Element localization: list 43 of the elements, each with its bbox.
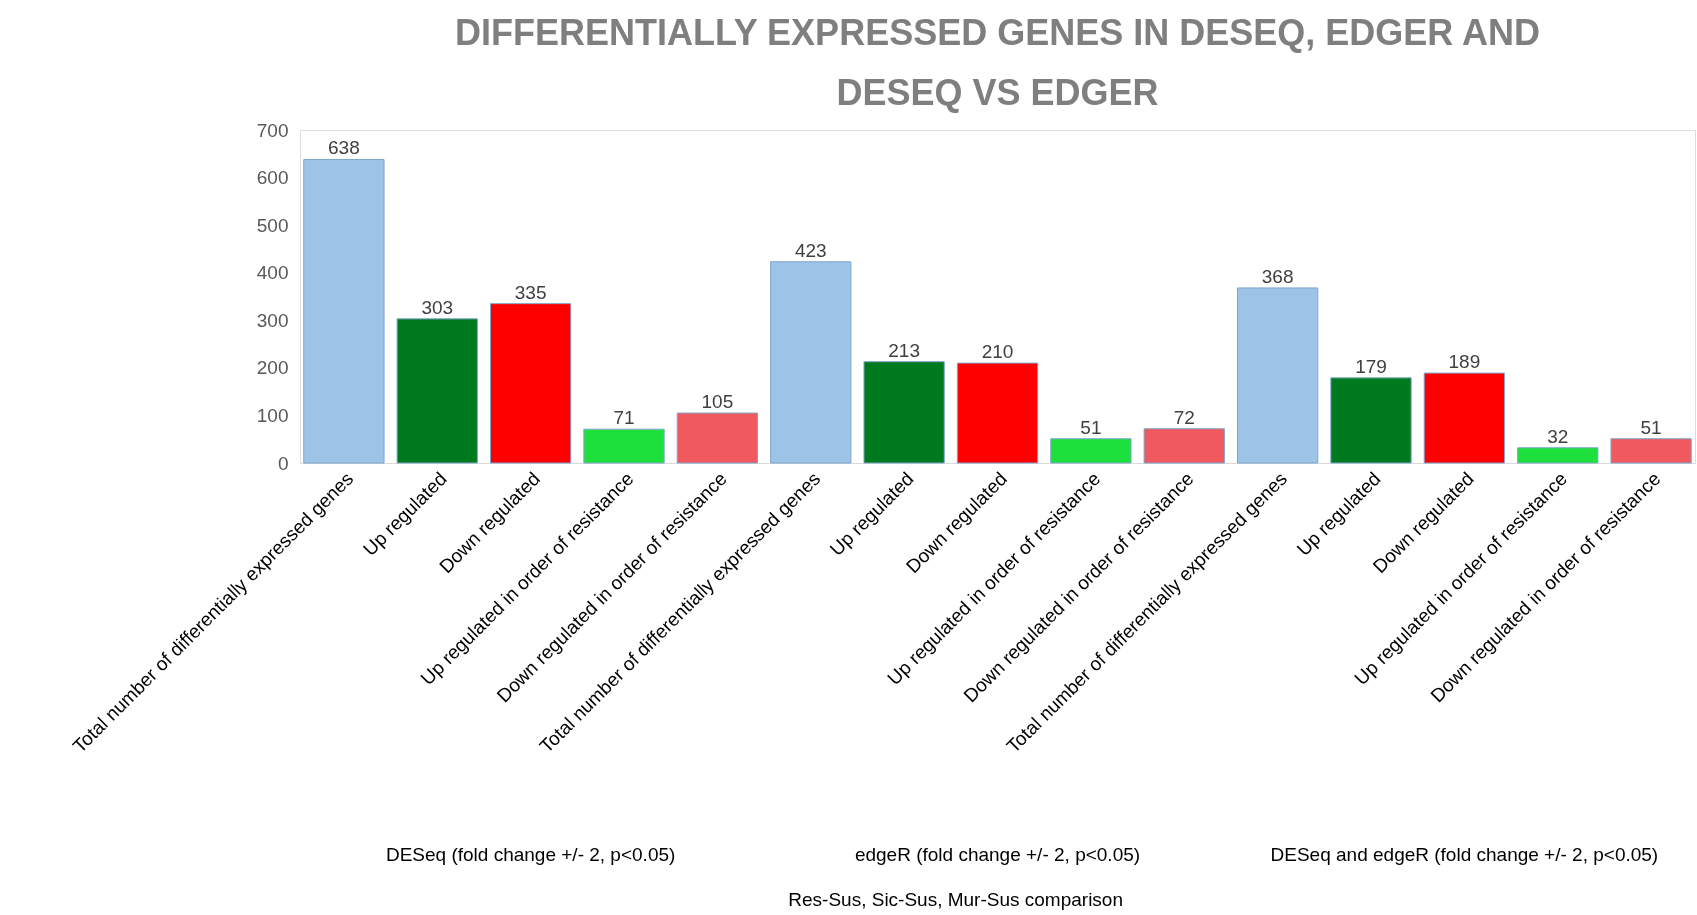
y-tick-label: 200 (256, 357, 289, 379)
bar (1050, 438, 1132, 464)
bar (956, 362, 1039, 464)
y-tick-label: 700 (256, 119, 289, 141)
data-label: 189 (1448, 351, 1481, 373)
text: DESeq and edgeR (fold change +/- 2, p<0.05) (1270, 844, 1659, 865)
bar (770, 261, 852, 464)
y-tick-label: 400 (256, 262, 289, 284)
data-label: 179 (1355, 355, 1387, 377)
bar (863, 361, 945, 464)
data-label: 71 (613, 407, 635, 429)
data-label: 210 (981, 341, 1014, 363)
data-label: 335 (514, 281, 547, 303)
y-tick-label: 100 (256, 404, 289, 426)
data-label: 423 (794, 239, 827, 261)
bar (489, 303, 572, 464)
bar (676, 412, 759, 464)
bar (583, 428, 665, 464)
data-label: 72 (1173, 406, 1195, 428)
y-tick-label: 600 (256, 167, 289, 189)
y-tick-label: 300 (256, 309, 289, 331)
data-label: 32 (1547, 425, 1569, 447)
data-label: 51 (1640, 416, 1662, 438)
bar (1423, 372, 1506, 464)
data-label: 51 (1080, 416, 1102, 438)
text: Res-Sus, Sic-Sus, Mur-Sus comparison (788, 889, 1124, 910)
bar (1610, 438, 1692, 464)
y-tick-label: 500 (256, 214, 289, 236)
chart-title: DIFFERENTIALLY EXPRESSED GENES IN DESEQ, EDGER AND DESEQ VS EDGER (455, 12, 1540, 113)
bar (1517, 447, 1599, 464)
bar (396, 318, 478, 464)
data-label: 105 (701, 391, 734, 413)
text: edgeR (fold change +/- 2, p<0.05) (854, 844, 1141, 865)
text: DESeq (fold change +/- 2, p<0.05) (385, 844, 676, 865)
bar (1330, 377, 1412, 464)
data-label: 303 (421, 296, 454, 318)
bar (1236, 287, 1319, 464)
bar (303, 158, 385, 464)
data-label: 213 (888, 339, 920, 361)
data-label: 638 (328, 137, 360, 159)
y-tick-label: 0 (277, 452, 289, 474)
bar (1143, 428, 1225, 464)
data-label: 368 (1261, 265, 1294, 287)
